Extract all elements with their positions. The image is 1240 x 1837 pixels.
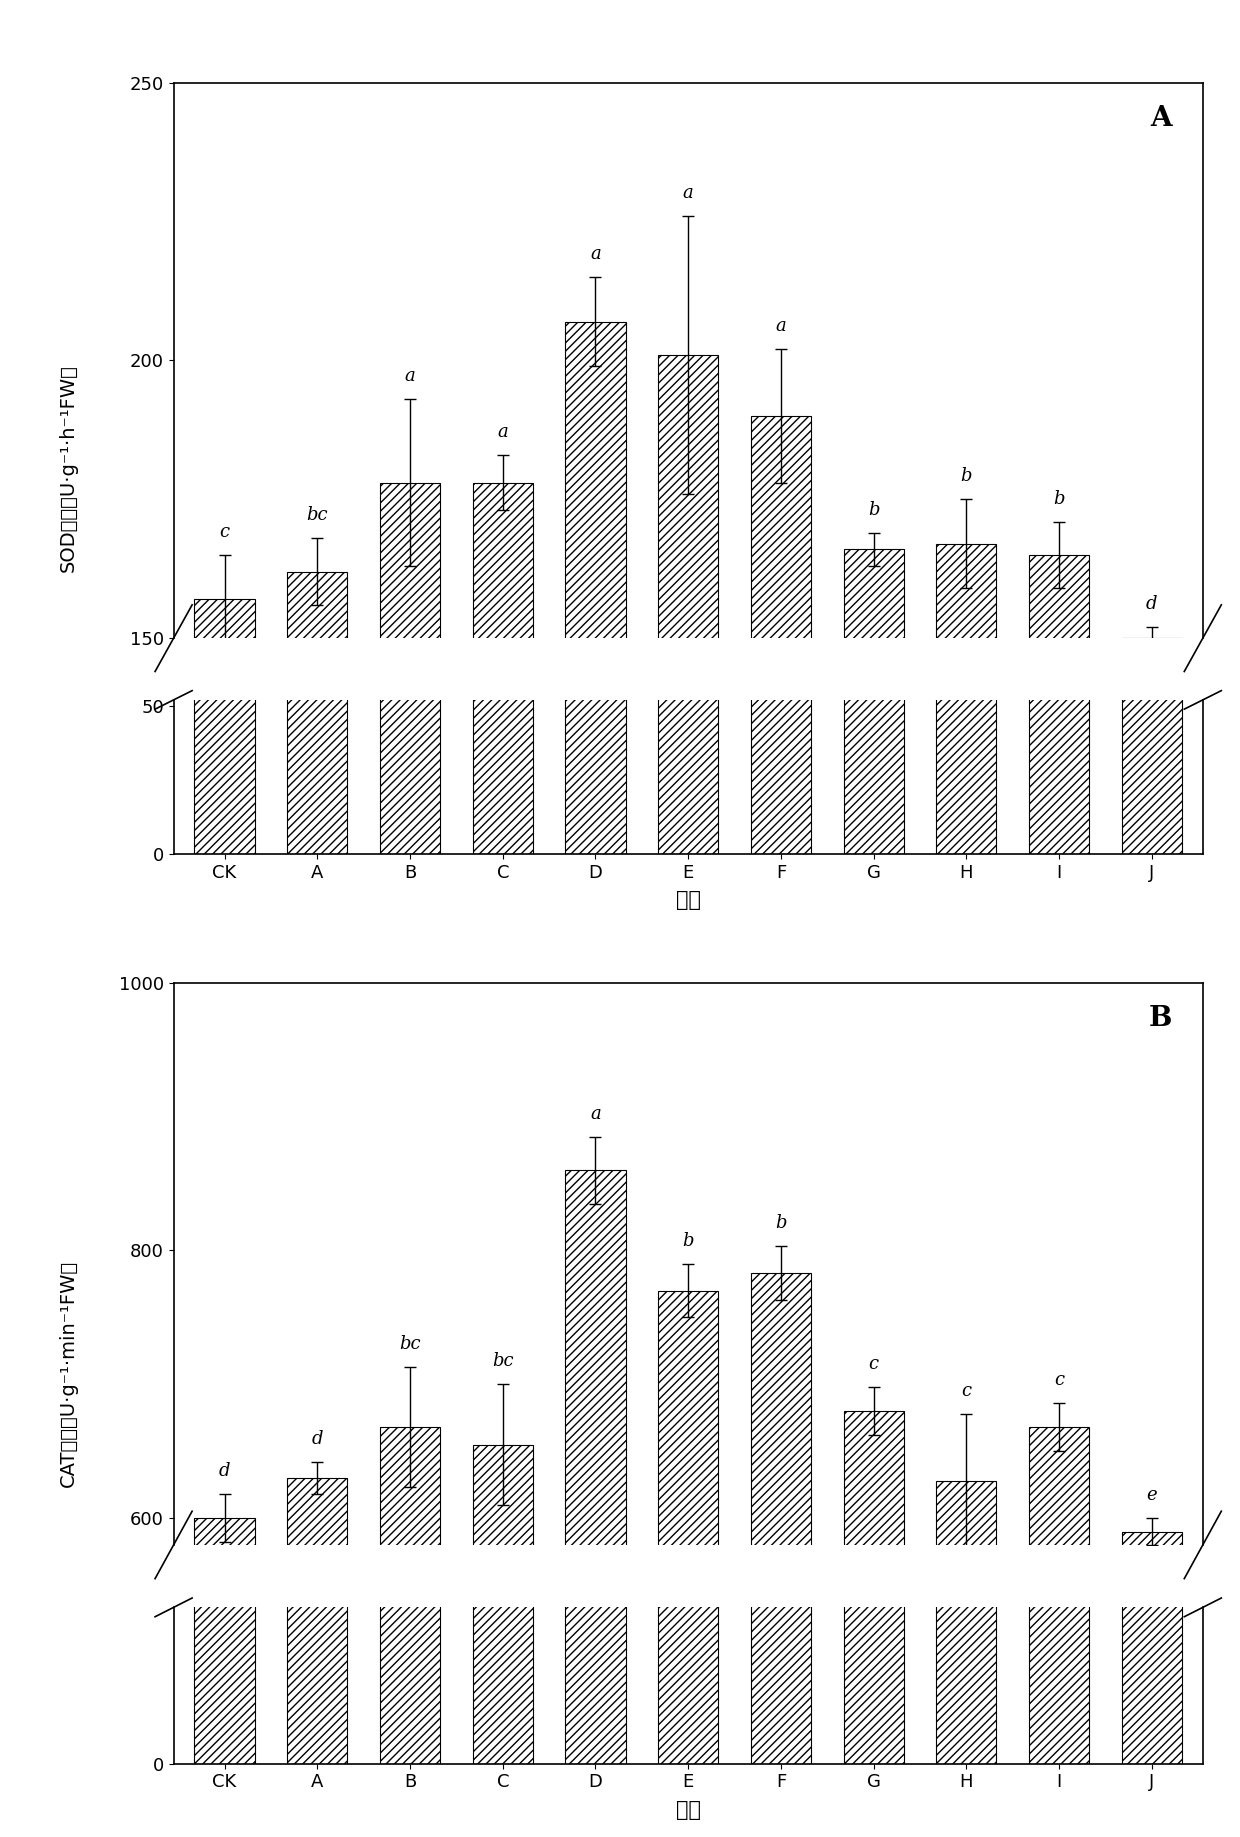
Text: a: a bbox=[775, 318, 786, 336]
Bar bbox=[288, 1567, 347, 1764]
Bar bbox=[1029, 1554, 1089, 1764]
Text: d: d bbox=[218, 1462, 231, 1481]
Text: CAT活性（U·g⁻¹·min⁻¹FW）: CAT活性（U·g⁻¹·min⁻¹FW） bbox=[58, 1260, 78, 1486]
Bar bbox=[843, 549, 904, 1471]
Text: a: a bbox=[683, 184, 693, 202]
Bar bbox=[379, 1427, 440, 1837]
Bar bbox=[195, 599, 254, 1471]
Text: B: B bbox=[1148, 1005, 1172, 1032]
Text: a: a bbox=[497, 423, 508, 441]
Bar bbox=[195, 1517, 254, 1837]
Text: d: d bbox=[1146, 595, 1158, 614]
Text: bc: bc bbox=[492, 1352, 513, 1370]
Text: a: a bbox=[590, 1104, 601, 1122]
Text: b: b bbox=[775, 1214, 786, 1233]
Text: A: A bbox=[1151, 105, 1172, 132]
Bar bbox=[843, 362, 904, 854]
Bar bbox=[288, 571, 347, 1471]
X-axis label: 处理: 处理 bbox=[676, 1800, 701, 1820]
Text: e: e bbox=[1147, 1486, 1157, 1505]
Bar bbox=[379, 483, 440, 1471]
Text: d: d bbox=[311, 1429, 324, 1448]
Text: c: c bbox=[961, 1381, 971, 1400]
Bar bbox=[750, 1519, 811, 1764]
Bar bbox=[565, 1495, 626, 1764]
Text: b: b bbox=[1053, 490, 1065, 507]
Text: b: b bbox=[682, 1233, 694, 1249]
Bar bbox=[1122, 1532, 1182, 1837]
Bar bbox=[565, 1170, 626, 1837]
Bar bbox=[1029, 1427, 1089, 1837]
Bar bbox=[195, 388, 254, 854]
Bar bbox=[658, 1291, 718, 1837]
Bar bbox=[288, 1479, 347, 1837]
Bar bbox=[658, 257, 718, 854]
Bar bbox=[658, 355, 718, 1471]
Bar bbox=[936, 544, 997, 1471]
Text: bc: bc bbox=[399, 1335, 420, 1352]
Text: b: b bbox=[961, 467, 972, 485]
Bar bbox=[936, 358, 997, 854]
Bar bbox=[195, 1576, 254, 1764]
Text: c: c bbox=[219, 524, 229, 540]
Text: c: c bbox=[868, 1356, 879, 1372]
Text: b: b bbox=[868, 502, 879, 518]
Bar bbox=[658, 1523, 718, 1764]
Bar bbox=[750, 290, 811, 854]
Bar bbox=[936, 1481, 997, 1837]
Bar bbox=[936, 1567, 997, 1764]
Bar bbox=[565, 321, 626, 1471]
Text: SOD活性（U·g⁻¹·h⁻¹FW）: SOD活性（U·g⁻¹·h⁻¹FW） bbox=[58, 364, 78, 573]
Bar bbox=[472, 1560, 533, 1764]
X-axis label: 处理: 处理 bbox=[676, 891, 701, 911]
Bar bbox=[379, 325, 440, 854]
Text: c: c bbox=[1054, 1370, 1064, 1389]
Bar bbox=[288, 373, 347, 854]
Bar bbox=[472, 1444, 533, 1837]
Bar bbox=[843, 1550, 904, 1764]
Bar bbox=[472, 483, 533, 1471]
Bar bbox=[379, 1554, 440, 1764]
Bar bbox=[1122, 637, 1182, 1471]
Text: a: a bbox=[590, 244, 601, 263]
Bar bbox=[750, 415, 811, 1471]
Bar bbox=[1029, 364, 1089, 854]
Text: a: a bbox=[404, 367, 415, 386]
Bar bbox=[843, 1411, 904, 1837]
Bar bbox=[1029, 555, 1089, 1471]
Bar bbox=[1122, 410, 1182, 854]
Bar bbox=[1122, 1580, 1182, 1764]
Bar bbox=[472, 325, 533, 854]
Text: bc: bc bbox=[306, 507, 329, 524]
Bar bbox=[750, 1273, 811, 1837]
Bar bbox=[565, 241, 626, 854]
